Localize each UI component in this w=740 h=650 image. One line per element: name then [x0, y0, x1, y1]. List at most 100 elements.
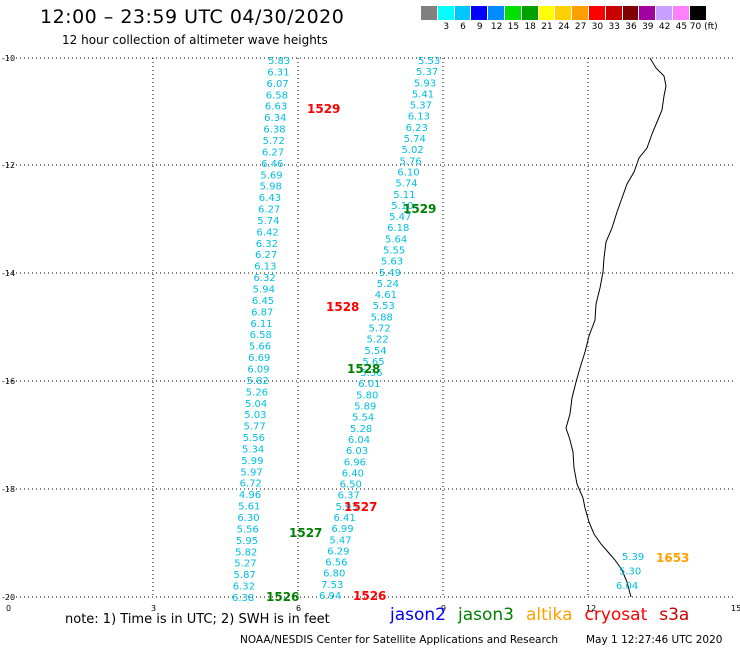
wave-height-label: 6.45	[252, 296, 274, 307]
wave-height-label: 5.22	[366, 335, 388, 346]
pass-label-cryosat: 1527	[344, 500, 377, 514]
wave-height-label: 5.30	[619, 567, 641, 578]
wave-height-label: 6.04	[348, 435, 370, 446]
wave-height-label: 5.56	[243, 433, 265, 444]
y-tick-label: -16	[2, 377, 15, 386]
x-tick-label: 0	[6, 604, 11, 613]
wave-height-label: 6.42	[257, 227, 279, 238]
color-swatch-4	[488, 6, 505, 20]
wave-height-label: 6.32	[256, 239, 278, 250]
timestamp: May 1 12:27:46 UTC 2020	[586, 634, 723, 646]
wave-height-label: 6.31	[267, 67, 289, 78]
wave-height-label: 5.76	[399, 156, 421, 167]
pass-label-cryosat: 1528	[326, 300, 359, 314]
wave-height-label: 6.29	[327, 546, 349, 557]
wave-height-label: 4.61	[375, 290, 397, 301]
wave-height-label: 5.80	[356, 390, 378, 401]
wave-height-label: 7.53	[321, 580, 343, 591]
wave-height-label: 6.04	[616, 581, 638, 592]
wave-height-label: 5.64	[385, 234, 407, 245]
right-track: 5.535.375.935.415.376.136.235.745.025.76…	[319, 56, 440, 602]
wave-height-label: 5.63	[381, 257, 403, 268]
footer-note: note: 1) Time is in UTC; 2) SWH is in fe…	[65, 612, 330, 627]
credit-text: NOAA/NESDIS Center for Satellite Applica…	[240, 634, 558, 646]
wave-height-label: 5.55	[383, 245, 405, 256]
wave-height-label: 5.69	[260, 170, 282, 181]
wave-height-label: 6.87	[251, 307, 273, 318]
wave-height-label: 5.54	[352, 413, 374, 424]
map-subtitle: 12 hour collection of altimeter wave hei…	[62, 33, 328, 47]
wave-height-label: 6.34	[264, 113, 286, 124]
color-swatch-5	[504, 6, 522, 20]
wave-height-label: 6.38	[232, 593, 254, 604]
wave-height-label: 5.72	[369, 324, 391, 335]
color-scale-label: 70 (ft)	[689, 22, 718, 32]
color-scale-label: 36	[625, 22, 637, 32]
wave-height-label: 5.97	[240, 467, 262, 478]
wave-height-label: 5.99	[241, 456, 263, 467]
color-scale-label: 6	[460, 22, 466, 32]
pass-label-altika: 1653	[656, 551, 689, 565]
wave-height-label: 5.74	[404, 134, 426, 145]
wave-height-label: 5.88	[371, 312, 393, 323]
wave-height-label: 6.63	[265, 102, 287, 113]
color-swatch-2	[454, 6, 472, 20]
wave-height-label: 5.28	[350, 424, 372, 435]
wave-height-label: 6.13	[254, 262, 276, 273]
legend-cryosat: cryosat	[584, 605, 648, 625]
x-tick-label: 15	[731, 604, 740, 613]
color-swatch-9	[572, 6, 589, 20]
legend-jason2: jason2	[390, 605, 446, 625]
color-swatch-15	[672, 6, 690, 20]
axis-ticks: -10 -12 -14 -16 -18 -20 0 3 6 9 12 15	[2, 54, 740, 613]
wave-height-label: 6.46	[261, 159, 283, 170]
legend-s3a: s3a	[659, 605, 690, 625]
color-scale-label: 45	[675, 22, 688, 32]
small-track: 5.39 5.30 6.04	[616, 552, 644, 592]
wave-height-label: 6.80	[323, 569, 345, 580]
wave-height-label: 5.27	[234, 559, 256, 570]
wave-height-label: 6.37	[338, 491, 360, 502]
wave-height-label: 5.26	[246, 387, 268, 398]
y-tick-label: -20	[2, 593, 15, 602]
color-scale-labels: 3 6 9 12 15 18 21 24 27 30 33 36 39 42 45 70 (ft)	[421, 22, 740, 34]
coastline-path	[565, 57, 667, 598]
wave-height-label: 6.38	[263, 125, 285, 136]
wave-height-label: 5.24	[377, 279, 399, 290]
color-swatch-1	[437, 6, 455, 20]
wave-height-label: 6.56	[325, 558, 347, 569]
pass-label-jason3: 1529	[403, 202, 436, 216]
wave-height-label: 5.47	[389, 212, 411, 223]
wave-height-label: 5.77	[243, 422, 265, 433]
color-swatch-12	[622, 6, 640, 20]
left-track: 5.836.316.076.586.636.346.385.726.276.46…	[232, 56, 290, 604]
wave-height-label: 5.98	[260, 182, 282, 193]
wave-height-label: 5.65	[362, 357, 384, 368]
wave-height-label: 6.58	[266, 90, 288, 101]
pass-label-cryosat: 1529	[307, 102, 340, 116]
pass-label-jason3: 1526	[266, 590, 299, 604]
legend-altika: altika	[526, 605, 573, 625]
wave-height-label: 4.96	[239, 490, 261, 501]
legend-jason3: jason3	[458, 605, 514, 625]
satellite-legend: jason2 jason3 altika cryosat s3a	[390, 605, 689, 625]
credit-line: NOAA/NESDIS Center for Satellite Applica…	[240, 634, 722, 646]
wave-height-label: 6.01	[358, 379, 380, 390]
color-swatch-14	[656, 6, 673, 20]
wave-height-label: 6.27	[262, 147, 284, 158]
wave-height-label: 6.43	[259, 193, 281, 204]
wave-height-label: 6.72	[240, 479, 262, 490]
wave-height-label: 6.50	[340, 480, 362, 491]
color-swatch-11	[605, 6, 623, 20]
y-tick-label: -14	[2, 269, 15, 278]
color-swatch-16	[689, 6, 707, 20]
wave-height-label: 6.30	[237, 513, 259, 524]
color-scale-bar	[421, 6, 707, 20]
wave-height-label: 5.82	[235, 547, 257, 558]
wave-height-label: 6.40	[342, 468, 364, 479]
color-swatch-6	[521, 6, 539, 20]
color-scale-label: 15	[507, 22, 520, 32]
wave-height-label: 5.82	[247, 376, 269, 387]
wave-height-label: 5.93	[336, 502, 358, 513]
color-swatch-13	[639, 6, 657, 20]
